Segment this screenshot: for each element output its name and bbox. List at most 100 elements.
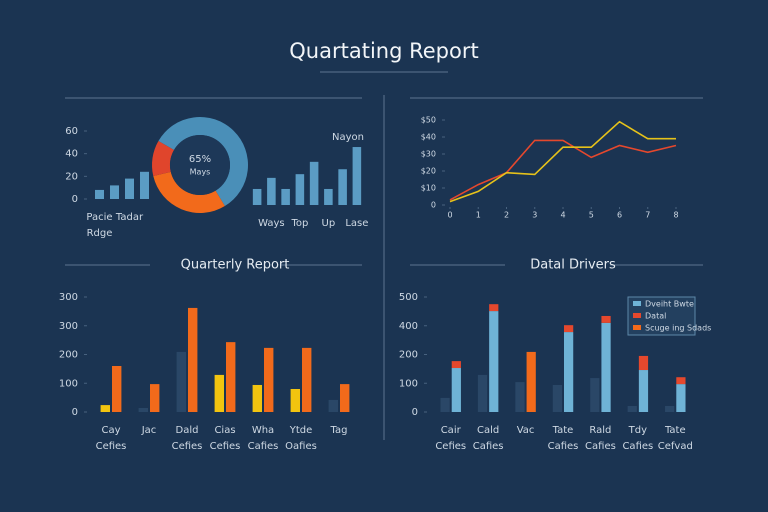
bar (100, 405, 110, 412)
x-tick-label: 1 (476, 211, 481, 220)
bar (281, 188, 290, 205)
bar (110, 185, 119, 199)
y-tick-label: 40 (65, 149, 78, 160)
bar (226, 342, 236, 412)
bar (665, 405, 675, 412)
bar (95, 189, 104, 199)
x-tick-label: Pacie (86, 212, 112, 223)
x-tick-label: Ytde (289, 425, 313, 436)
x-tick-sublabel: Cafies (548, 441, 579, 452)
x-tick-label: 8 (673, 211, 678, 220)
chart-title: Datal Drivers (530, 258, 616, 273)
line-series (449, 120, 676, 203)
bar (112, 366, 122, 412)
bar (295, 174, 305, 205)
x-tick-sublabel: Cefies (96, 441, 127, 452)
bar (302, 347, 312, 412)
y-tick-label: 400 (399, 321, 418, 332)
bar (526, 351, 536, 412)
legend-swatch (633, 301, 641, 306)
x-tick-label: Tate (664, 425, 686, 436)
y-tick-label: $10 (421, 184, 436, 193)
bar (676, 377, 686, 385)
bar (138, 407, 148, 412)
x-tick-label: Jac (141, 425, 157, 436)
x-tick-label: Tdy (628, 425, 647, 436)
y-tick-label: 300 (59, 321, 78, 332)
x-tick-label: Tag (330, 425, 348, 436)
y-tick-label: $30 (421, 150, 436, 159)
x-tick-label: 3 (532, 211, 537, 220)
bar (676, 384, 686, 412)
x-tick-label: Cair (441, 425, 462, 436)
legend-swatch (633, 313, 641, 318)
x-tick-label: 5 (589, 211, 594, 220)
bar (601, 322, 611, 412)
x-tick-sublabel: Rdge (87, 228, 113, 239)
bar (489, 311, 499, 412)
bar (590, 378, 600, 412)
x-tick-sublabel: Cefvad (658, 441, 693, 452)
bar (564, 332, 574, 412)
bar (515, 382, 525, 412)
y-tick-label: 20 (65, 171, 78, 182)
bar (638, 355, 649, 371)
y-tick-label: 0 (431, 201, 436, 210)
bar (340, 384, 350, 412)
bar (564, 325, 574, 333)
bar (477, 374, 488, 412)
donut-hole (170, 135, 230, 195)
legend-label: Datal (645, 312, 666, 321)
x-tick-label: Vac (517, 425, 535, 436)
y-tick-label: 200 (59, 350, 78, 361)
bar (214, 374, 224, 412)
x-tick-sublabel: Cefies (172, 441, 203, 452)
bar (627, 405, 637, 412)
x-tick-label: Cay (101, 425, 120, 436)
x-tick-label: Up (322, 218, 336, 229)
y-tick-label: $40 (421, 133, 436, 142)
bar (489, 304, 499, 312)
bar (150, 384, 160, 412)
y-tick-label: 0 (412, 407, 418, 418)
x-tick-sublabel: Cafies (585, 441, 616, 452)
x-tick-label: 4 (560, 211, 565, 220)
y-tick-label: 60 (65, 126, 78, 137)
bar (440, 397, 450, 412)
y-tick-label: 0 (72, 407, 78, 418)
y-tick-label: 300 (59, 292, 78, 303)
bar (309, 161, 319, 205)
x-tick-label: Rald (589, 425, 611, 436)
x-tick-label: Top (290, 218, 308, 229)
bar (328, 399, 338, 412)
line-series (449, 139, 677, 201)
bar (252, 384, 262, 412)
page-title: Quartating Report (289, 39, 478, 63)
donut-center-sublabel: Mays (190, 168, 211, 177)
x-tick-sublabel: Cafies (473, 441, 504, 452)
x-tick-label: Tadar (115, 212, 144, 223)
donut-slice (153, 171, 225, 213)
y-tick-label: 0 (72, 194, 78, 205)
bar (188, 307, 198, 412)
x-tick-label: Dald (176, 425, 199, 436)
legend-swatch (633, 325, 641, 330)
x-tick-label: Cias (214, 425, 235, 436)
legend-label: Dveiht Bwte (645, 300, 694, 309)
x-tick-label: 0 (447, 211, 452, 220)
x-tick-label: 6 (617, 211, 622, 220)
x-tick-label: 7 (645, 211, 650, 220)
bar (125, 178, 134, 199)
bar (451, 361, 461, 369)
x-tick-label: Cald (477, 425, 499, 436)
bar (352, 147, 362, 205)
y-tick-label: $50 (421, 116, 436, 125)
bar (176, 351, 186, 412)
x-tick-sublabel: Cafies (622, 441, 653, 452)
bar (264, 347, 274, 412)
chart-label: Nayon (332, 132, 364, 143)
x-tick-label: Tate (552, 425, 574, 436)
bar (290, 389, 300, 412)
